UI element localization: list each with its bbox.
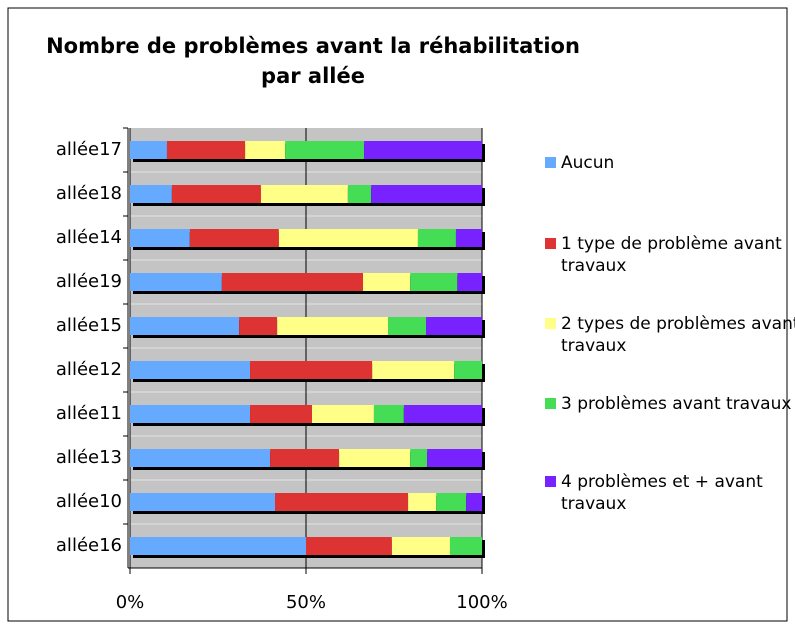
- x-tick-label: 0%: [116, 592, 145, 613]
- legend-swatch: [545, 398, 556, 409]
- legend-label: 4 problèmes et + avant travaux: [561, 472, 763, 514]
- frame: [7, 7, 788, 622]
- legend-item: 2 types de problèmes avant travaux: [545, 313, 795, 357]
- bar-segment: [426, 317, 482, 335]
- legend-swatch: [545, 157, 556, 168]
- legend-swatch: [545, 476, 556, 487]
- legend-item: 1 type de problème avant travaux: [545, 233, 795, 277]
- y-tick-label: allée12: [56, 359, 122, 380]
- bar-segment: [130, 361, 251, 379]
- bar-segment: [410, 273, 458, 291]
- bar-segment: [427, 449, 482, 467]
- bar-segment: [363, 273, 411, 291]
- legend-item: Aucun: [545, 152, 795, 174]
- bar-segment: [391, 537, 450, 555]
- bar-segment: [449, 537, 482, 555]
- bar-segment: [311, 405, 374, 423]
- bar-segment: [436, 493, 467, 511]
- bar-segment: [277, 317, 389, 335]
- bar-segment: [403, 405, 482, 423]
- y-tick-label: allée15: [56, 315, 122, 336]
- y-tick-label: allée17: [56, 139, 122, 160]
- bar-segment: [130, 449, 271, 467]
- bar-segment: [454, 361, 482, 379]
- bar-segment: [466, 493, 482, 511]
- x-tick-label: 50%: [286, 592, 326, 613]
- chart-subtitle: par allée: [261, 64, 365, 88]
- bar-segment: [410, 449, 428, 467]
- y-tick-label: allée18: [56, 183, 122, 204]
- legend-label: 1 type de problème avant travaux: [561, 234, 782, 276]
- bar-segment: [260, 185, 348, 203]
- y-tick-label: allée13: [56, 447, 122, 468]
- bar-segment: [364, 141, 482, 159]
- bar-segment: [130, 317, 240, 335]
- bar-segment: [306, 537, 392, 555]
- bar-segment: [285, 141, 365, 159]
- legend-label: 2 types de problèmes avant travaux: [561, 314, 795, 356]
- y-tick-label: allée14: [56, 227, 122, 248]
- bar-segment: [373, 405, 404, 423]
- bar-segment: [270, 449, 340, 467]
- bar-segment: [278, 229, 418, 247]
- chart-title: Nombre de problèmes avant la réhabilitat…: [46, 34, 580, 58]
- bar-segment: [347, 185, 372, 203]
- legend-item: 4 problèmes et + avant travaux: [545, 471, 795, 515]
- bar-segment: [221, 273, 364, 291]
- legend-swatch: [545, 318, 556, 329]
- x-tick-label: 100%: [456, 592, 507, 613]
- legend-item: 3 problèmes avant travaux: [545, 393, 795, 415]
- bar-segment: [417, 229, 456, 247]
- legend-label: Aucun: [561, 153, 615, 173]
- bar-segment: [171, 185, 261, 203]
- y-tick-label: allée10: [56, 491, 122, 512]
- bar-segment: [130, 493, 276, 511]
- bar-segment: [189, 229, 279, 247]
- bar-segment: [388, 317, 427, 335]
- bar-segment: [130, 537, 306, 555]
- bar-segment: [371, 185, 482, 203]
- y-tick-label: allée11: [56, 403, 122, 424]
- bar-segment: [166, 141, 246, 159]
- y-tick-label: allée19: [56, 271, 122, 292]
- bar-segment: [408, 493, 437, 511]
- bar-segment: [130, 229, 190, 247]
- bar-segment: [250, 405, 312, 423]
- bar-segment: [239, 317, 278, 335]
- bar-segment: [250, 361, 373, 379]
- legend-swatch: [545, 238, 556, 249]
- bar-segment: [275, 493, 409, 511]
- bar-segment: [130, 405, 251, 423]
- bar-segment: [372, 361, 455, 379]
- legend-label: 3 problèmes avant travaux: [561, 394, 792, 414]
- bar-segment: [130, 141, 167, 159]
- y-tick-label: allée16: [56, 535, 122, 556]
- bar-segment: [130, 273, 222, 291]
- bar-segment: [455, 229, 482, 247]
- bar-segment: [130, 185, 172, 203]
- bar-segment: [339, 449, 411, 467]
- bar-segment: [245, 141, 286, 159]
- bar-segment: [457, 273, 482, 291]
